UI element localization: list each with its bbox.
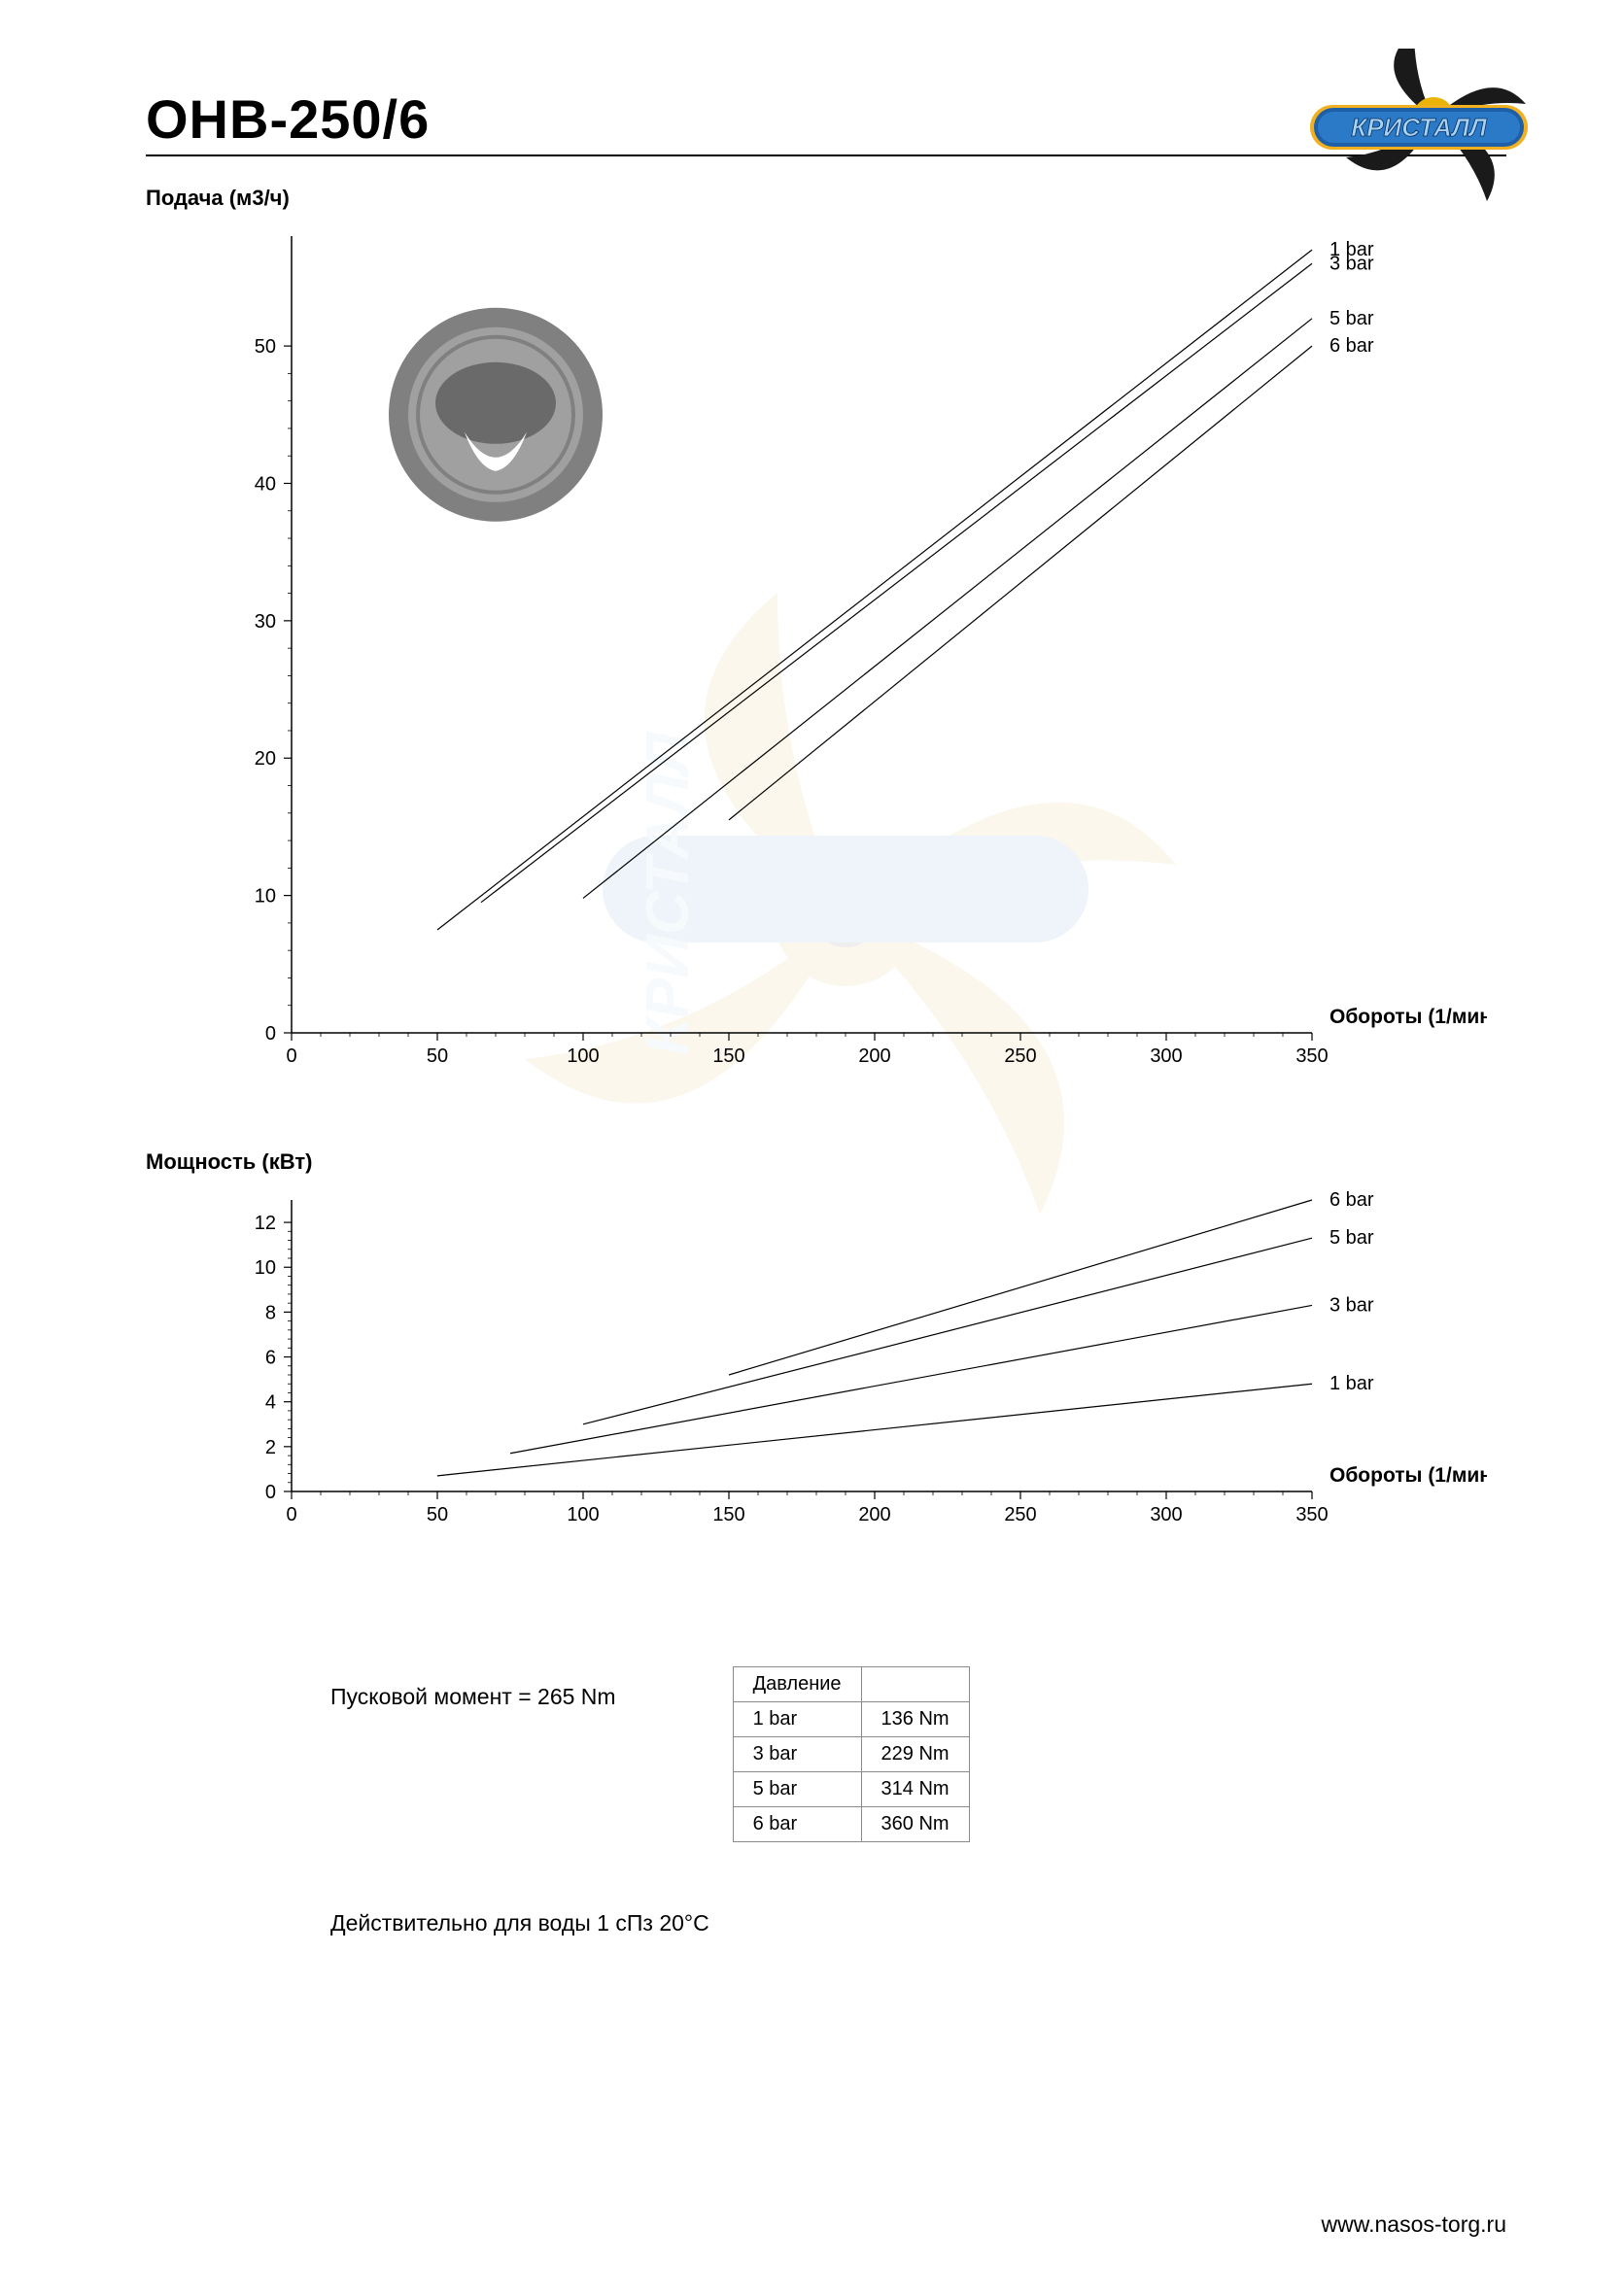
svg-text:40: 40 (255, 473, 276, 495)
table-row: Давление (733, 1667, 969, 1702)
svg-text:30: 30 (255, 611, 276, 633)
page-header: ОНВ-250/6 (146, 87, 1506, 156)
svg-text:4: 4 (265, 1392, 276, 1414)
svg-text:350: 350 (1295, 1045, 1328, 1067)
validity-note: Действительно для воды 1 сПз 20°С (146, 1910, 1506, 1936)
svg-text:20: 20 (255, 748, 276, 770)
bottom-section: Пусковой момент = 265 Nm Давление 1 bar1… (146, 1666, 1506, 1842)
svg-text:5 bar: 5 bar (1329, 1227, 1374, 1249)
torque-table: Давление 1 bar136 Nm 3 bar229 Nm 5 bar31… (733, 1666, 970, 1842)
footer-url: www.nasos-torg.ru (1322, 2211, 1506, 2238)
logo-svg: КРИСТАЛЛ (1302, 49, 1536, 223)
svg-text:100: 100 (567, 1504, 599, 1525)
svg-text:6 bar: 6 bar (1329, 335, 1374, 357)
table-row: 5 bar314 Nm (733, 1772, 969, 1807)
startup-moment: Пусковой момент = 265 Nm (330, 1684, 616, 1710)
svg-text:0: 0 (286, 1504, 296, 1525)
chart2-svg: 0 50 100 150 200 250 300 350 0 2 4 6 8 10 12 6 bar 5 bar… (146, 1181, 1487, 1550)
svg-text:350: 350 (1295, 1504, 1328, 1525)
svg-text:50: 50 (255, 336, 276, 358)
svg-text:3 bar: 3 bar (1329, 1294, 1374, 1316)
svg-text:200: 200 (858, 1504, 890, 1525)
svg-text:8: 8 (265, 1302, 276, 1323)
svg-text:0: 0 (286, 1045, 296, 1067)
svg-text:150: 150 (712, 1045, 744, 1067)
svg-text:1 bar: 1 bar (1329, 1373, 1374, 1394)
svg-text:6 bar: 6 bar (1329, 1189, 1374, 1211)
svg-text:100: 100 (567, 1045, 599, 1067)
chart1-container: 050100150200250300350010203040501 bar3 b… (146, 217, 1506, 1091)
chart2-title: Мощность (кВт) (146, 1149, 1506, 1175)
svg-text:Обороты (1/мин.): Обороты (1/мин.) (1329, 1006, 1487, 1028)
svg-text:10: 10 (255, 886, 276, 908)
svg-text:10: 10 (255, 1257, 276, 1279)
table-row: 1 bar136 Nm (733, 1702, 969, 1737)
svg-text:50: 50 (427, 1504, 448, 1525)
svg-text:5 bar: 5 bar (1329, 308, 1374, 329)
svg-text:6: 6 (265, 1348, 276, 1369)
chart1-svg: 050100150200250300350010203040501 bar3 b… (146, 217, 1487, 1091)
svg-text:2: 2 (265, 1437, 276, 1458)
svg-text:12: 12 (255, 1213, 276, 1234)
page-title: ОНВ-250/6 (146, 87, 430, 151)
chart2-container: 0 50 100 150 200 250 300 350 0 2 4 6 8 10 12 6 bar 5 bar… (146, 1181, 1506, 1550)
svg-text:300: 300 (1150, 1504, 1182, 1525)
svg-text:0: 0 (265, 1482, 276, 1503)
brand-logo: КРИСТАЛЛ (1302, 49, 1536, 223)
svg-text:250: 250 (1004, 1504, 1036, 1525)
table-header: Давление (733, 1667, 861, 1702)
svg-text:200: 200 (858, 1045, 890, 1067)
svg-text:3 bar: 3 bar (1329, 253, 1374, 274)
svg-text:0: 0 (265, 1023, 276, 1045)
svg-text:250: 250 (1004, 1045, 1036, 1067)
svg-text:150: 150 (712, 1504, 744, 1525)
table-row: 6 bar360 Nm (733, 1807, 969, 1842)
table-row: 3 bar229 Nm (733, 1737, 969, 1772)
svg-text:Обороты (1/мин.): Обороты (1/мин.) (1329, 1464, 1487, 1487)
logo-text: КРИСТАЛЛ (1351, 113, 1488, 142)
svg-text:50: 50 (427, 1045, 448, 1067)
svg-text:300: 300 (1150, 1045, 1182, 1067)
